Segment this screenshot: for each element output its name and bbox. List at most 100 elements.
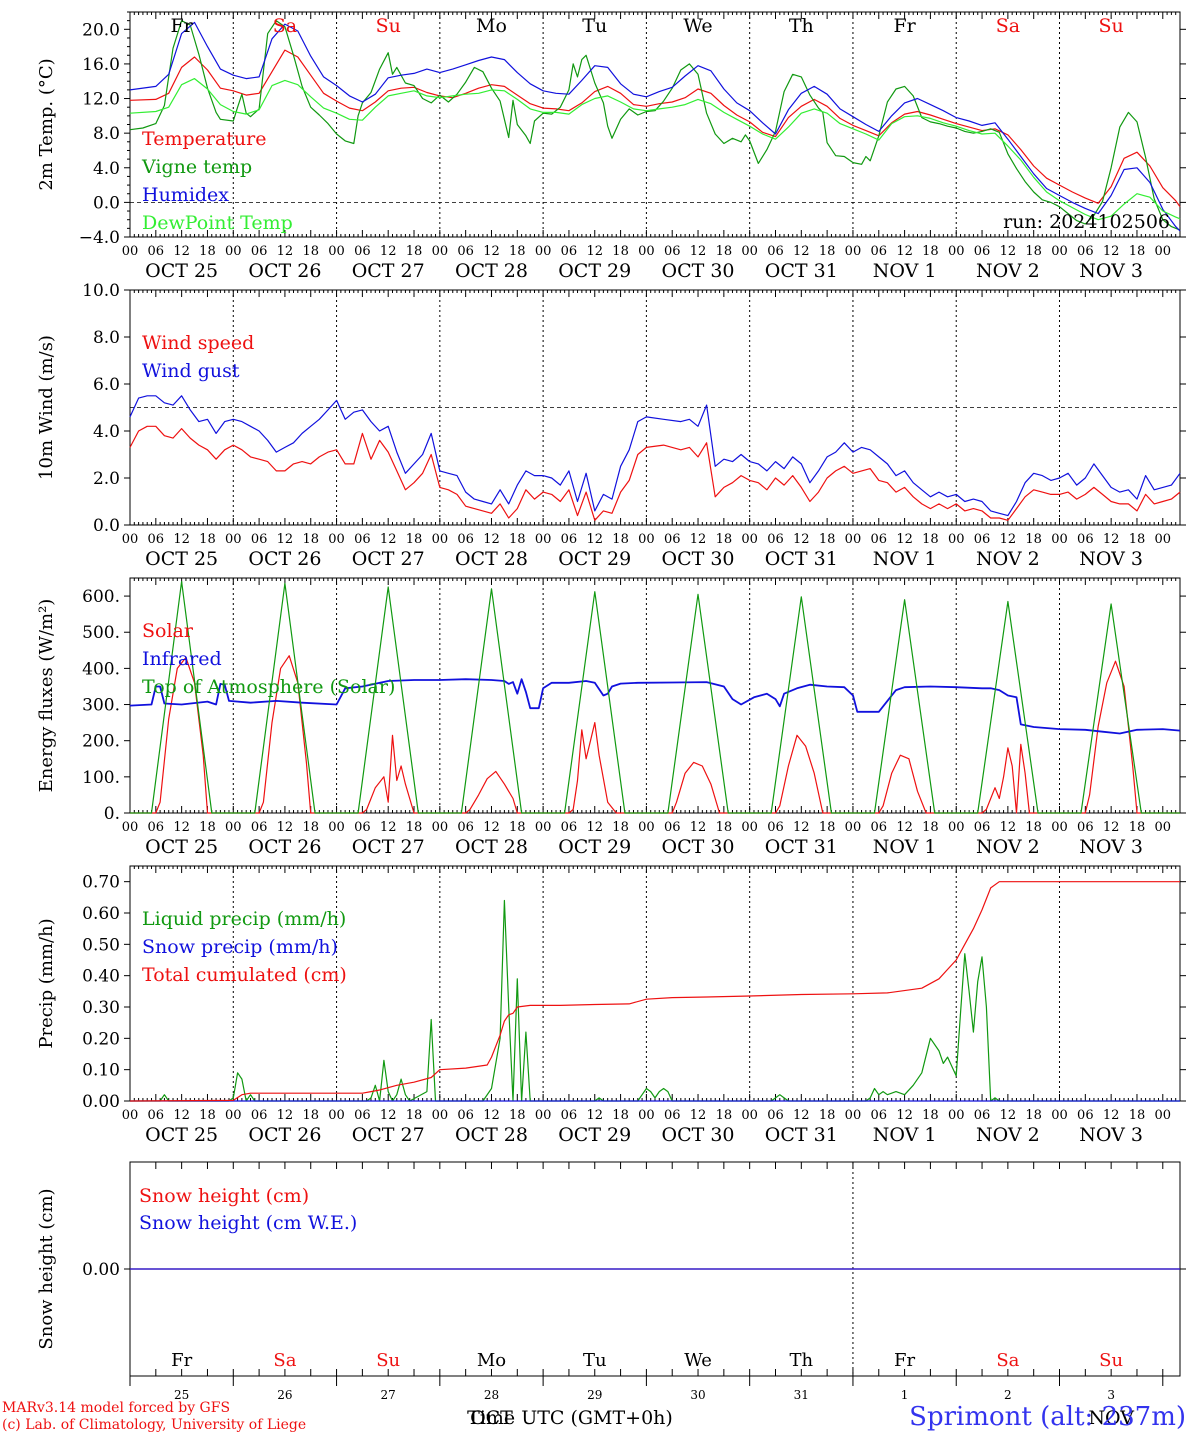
- hour-label: 12: [380, 244, 397, 259]
- hour-label: 18: [1025, 532, 1042, 547]
- hour-label: 00: [845, 244, 862, 259]
- date-label: OCT 28: [455, 548, 528, 570]
- hour-label: 06: [354, 532, 371, 547]
- hour-label: 12: [586, 820, 603, 835]
- hour-label: 06: [767, 820, 784, 835]
- date-label: OCT 25: [145, 548, 218, 570]
- hour-label: 06: [870, 1108, 887, 1123]
- hour-label: 18: [509, 532, 526, 547]
- date-label: NOV 2: [976, 260, 1040, 282]
- hour-label: 06: [974, 1108, 991, 1123]
- date-label: NOV 1: [873, 260, 937, 282]
- hour-label: 12: [277, 532, 294, 547]
- hour-label: 06: [354, 1108, 371, 1123]
- hour-label: 18: [406, 532, 423, 547]
- hour-label: 12: [896, 244, 913, 259]
- credit-line-1: MARv3.14 model forced by GFS: [2, 1400, 231, 1416]
- panel-temperature: −4.0 0.0 4.0 8.0 12.0 16.0 20.0 2m Temp. (°C) 00…: [36, 11, 1186, 282]
- date-label: OCT 25: [145, 260, 218, 282]
- y-tick-label: 100.: [82, 768, 120, 788]
- hour-label: 00: [432, 1108, 449, 1123]
- hour-label: 18: [612, 532, 629, 547]
- y-axis-label: Snow height (cm): [36, 1188, 57, 1349]
- model-credit: MARv3.14 model forced by GFS (c) Lab. of…: [2, 1400, 306, 1434]
- weekday-label-bottom: Fr: [171, 1350, 192, 1371]
- y-tick-label: 6.0: [93, 375, 120, 395]
- legend-entry: Temperature: [142, 128, 266, 150]
- weekday-label-bottom: Sa: [996, 1350, 1019, 1371]
- legend-entry: Total cumulated (cm): [142, 964, 347, 986]
- hour-label: 18: [716, 244, 733, 259]
- hour-label: 12: [793, 532, 810, 547]
- hour-label: 00: [845, 1108, 862, 1123]
- hour-label: 18: [819, 1108, 836, 1123]
- legend-entry: Snow precip (mm/h): [142, 936, 338, 958]
- hour-label: 00: [638, 820, 655, 835]
- hour-label: 00: [432, 532, 449, 547]
- credit-line-2: (c) Lab. of Climatology, University of L…: [2, 1417, 307, 1433]
- series-line-wind-gust: [129, 395, 1181, 517]
- hour-label: 18: [199, 532, 216, 547]
- hour-label: 18: [922, 532, 939, 547]
- weekday-label-top: Su: [1099, 15, 1124, 37]
- hour-label: 00: [845, 820, 862, 835]
- hour-label: 18: [406, 820, 423, 835]
- hour-label: 00: [328, 532, 345, 547]
- y-axis-label: Energy fluxes (W/m²): [36, 599, 57, 793]
- hour-label: 18: [819, 532, 836, 547]
- hour-label: 18: [302, 532, 319, 547]
- hour-label: 06: [1077, 244, 1094, 259]
- hour-label: 06: [767, 1108, 784, 1123]
- day-number-label: 25: [174, 1388, 189, 1402]
- hour-label: 00: [948, 244, 965, 259]
- hour-label: 12: [586, 532, 603, 547]
- weekday-label-top: We: [683, 15, 712, 37]
- hour-label: 18: [922, 244, 939, 259]
- y-tick-label: 4.0: [93, 422, 120, 442]
- hour-label: 06: [561, 244, 578, 259]
- hour-label: 18: [819, 244, 836, 259]
- hour-label: 18: [716, 532, 733, 547]
- date-label: NOV 3: [1079, 836, 1143, 858]
- hour-label: 00: [1155, 244, 1172, 259]
- hour-label: 18: [612, 820, 629, 835]
- plot-frame: [129, 11, 1181, 238]
- hour-label: 06: [664, 1108, 681, 1123]
- weekday-label-bottom: Mo: [477, 1350, 506, 1371]
- month-label: OCT: [470, 1407, 513, 1429]
- hour-label: 12: [690, 820, 707, 835]
- y-tick-label: 0.20: [82, 1029, 120, 1049]
- x-axis-title: Time UTC (GMT+0h): [467, 1407, 673, 1429]
- hour-label: 00: [122, 1108, 139, 1123]
- y-tick-label: 0.50: [82, 935, 120, 955]
- hour-label: 00: [1051, 244, 1068, 259]
- hour-label: 12: [1000, 244, 1017, 259]
- hour-label: 12: [1000, 1108, 1017, 1123]
- date-label: OCT 31: [765, 1124, 838, 1146]
- legend-entry: Wind speed: [142, 332, 254, 354]
- hour-label: 00: [535, 244, 552, 259]
- hour-label: 00: [225, 1108, 242, 1123]
- date-label: OCT 31: [765, 260, 838, 282]
- series-line-infrared: [129, 678, 1181, 735]
- y-axis-label: Precip (mm/h): [36, 918, 57, 1048]
- y-tick-label: 0.0: [93, 516, 120, 536]
- hour-label: 18: [406, 1108, 423, 1123]
- y-tick-label: 12.0: [82, 90, 120, 110]
- hour-label: 12: [793, 1108, 810, 1123]
- y-tick-label: 0.00: [82, 1260, 120, 1280]
- weekday-label-bottom: Th: [790, 1350, 814, 1371]
- hour-label: 18: [509, 244, 526, 259]
- date-label: OCT 31: [765, 836, 838, 858]
- series-line-dewpoint-temp: [129, 77, 1181, 221]
- hour-label: 06: [251, 1108, 268, 1123]
- hour-label: 00: [122, 820, 139, 835]
- hour-label: 00: [535, 820, 552, 835]
- hour-label: 06: [354, 244, 371, 259]
- weekday-label-bottom: Tu: [583, 1350, 607, 1371]
- hour-label: 00: [1155, 1108, 1172, 1123]
- hour-label: 12: [277, 820, 294, 835]
- weekday-label-top: Mo: [476, 15, 507, 37]
- date-label: OCT 29: [558, 1124, 631, 1146]
- series-line-vigne-temp: [129, 20, 1181, 231]
